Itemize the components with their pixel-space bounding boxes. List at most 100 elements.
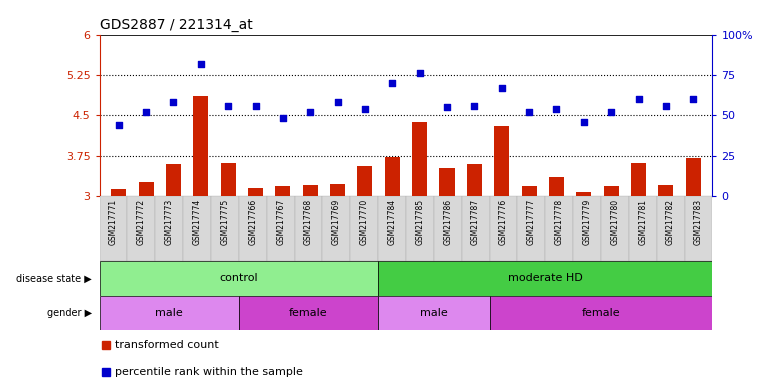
Point <box>113 122 125 128</box>
Point <box>441 104 453 110</box>
Bar <box>489 196 517 261</box>
Text: percentile rank within the sample: percentile rank within the sample <box>115 367 303 377</box>
Bar <box>183 196 211 261</box>
Bar <box>303 185 318 196</box>
Bar <box>629 196 656 261</box>
Text: GDS2887 / 221314_at: GDS2887 / 221314_at <box>100 18 252 32</box>
Bar <box>385 157 400 196</box>
Point <box>332 99 344 105</box>
Bar <box>517 196 545 261</box>
Text: GSM217783: GSM217783 <box>694 199 703 245</box>
Bar <box>100 296 239 330</box>
Bar <box>211 196 239 261</box>
Point <box>358 106 371 112</box>
Point <box>414 70 426 76</box>
Bar <box>267 196 295 261</box>
Point <box>140 109 152 115</box>
Bar <box>295 196 322 261</box>
Text: GSM217778: GSM217778 <box>555 199 564 245</box>
Text: GSM217772: GSM217772 <box>137 199 146 245</box>
Point <box>222 103 234 109</box>
Point <box>496 85 508 91</box>
Text: GSM217776: GSM217776 <box>499 199 508 245</box>
Point <box>523 109 535 115</box>
Bar <box>100 196 127 261</box>
Text: GSM217773: GSM217773 <box>165 199 174 245</box>
Bar <box>604 186 619 196</box>
Text: GSM217782: GSM217782 <box>666 199 675 245</box>
Text: GSM217775: GSM217775 <box>221 199 230 245</box>
Text: GSM217774: GSM217774 <box>192 199 201 245</box>
Bar <box>350 196 378 261</box>
Point <box>167 99 179 105</box>
Bar <box>489 296 712 330</box>
Text: GSM217786: GSM217786 <box>444 199 452 245</box>
Bar <box>573 196 601 261</box>
Bar <box>139 182 154 196</box>
Bar <box>406 196 434 261</box>
Bar <box>358 166 372 196</box>
Text: gender ▶: gender ▶ <box>47 308 92 318</box>
Point <box>195 61 207 67</box>
Bar <box>221 162 236 196</box>
Point <box>304 109 316 115</box>
Text: GSM217771: GSM217771 <box>109 199 118 245</box>
Bar <box>248 188 263 196</box>
Bar <box>378 296 489 330</box>
Point <box>277 115 289 121</box>
Bar <box>658 185 673 196</box>
Text: GSM217767: GSM217767 <box>276 199 285 245</box>
Bar <box>545 196 573 261</box>
Bar <box>434 196 462 261</box>
Bar <box>275 186 290 196</box>
Text: GSM217781: GSM217781 <box>638 199 647 245</box>
Text: female: female <box>290 308 328 318</box>
Bar <box>440 168 454 196</box>
Point <box>386 80 398 86</box>
Bar <box>193 96 208 196</box>
Bar <box>378 261 712 296</box>
Bar <box>494 126 509 196</box>
Text: GSM217770: GSM217770 <box>360 199 368 245</box>
Bar <box>239 196 267 261</box>
Bar <box>322 196 350 261</box>
Point <box>687 96 699 102</box>
Bar <box>631 162 646 196</box>
Bar <box>166 164 181 196</box>
Bar <box>656 196 685 261</box>
Text: GSM217769: GSM217769 <box>332 199 341 245</box>
Bar <box>462 196 489 261</box>
Text: GSM217784: GSM217784 <box>388 199 397 245</box>
Text: disease state ▶: disease state ▶ <box>16 273 92 283</box>
Point <box>550 106 562 112</box>
Text: GSM217777: GSM217777 <box>527 199 536 245</box>
Point <box>605 109 617 115</box>
Bar <box>466 164 482 196</box>
Point <box>578 119 590 125</box>
Text: GSM217766: GSM217766 <box>248 199 257 245</box>
Bar <box>576 192 591 196</box>
Text: GSM217768: GSM217768 <box>304 199 313 245</box>
Bar <box>601 196 629 261</box>
Bar <box>330 184 345 196</box>
Text: control: control <box>220 273 258 283</box>
Text: GSM217785: GSM217785 <box>415 199 424 245</box>
Text: male: male <box>155 308 183 318</box>
Text: GSM217780: GSM217780 <box>611 199 620 245</box>
Bar <box>100 261 378 296</box>
Point <box>633 96 645 102</box>
Bar <box>111 189 126 196</box>
Point <box>468 103 480 109</box>
Bar <box>522 186 537 196</box>
Bar <box>685 196 712 261</box>
Text: male: male <box>420 308 447 318</box>
Text: transformed count: transformed count <box>115 340 218 350</box>
Bar <box>412 122 427 196</box>
Bar <box>155 196 183 261</box>
Text: GSM217787: GSM217787 <box>471 199 480 245</box>
Bar <box>378 196 406 261</box>
Bar <box>549 177 564 196</box>
Bar <box>239 296 378 330</box>
Point <box>250 103 262 109</box>
Bar <box>686 158 701 196</box>
